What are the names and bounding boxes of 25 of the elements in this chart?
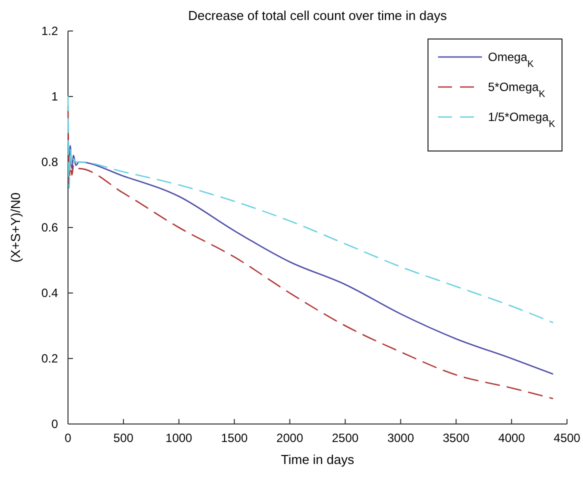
y-tick-label: 0.6	[41, 220, 58, 234]
x-tick-label: 2000	[276, 431, 304, 445]
legend-label: Omega$_{K}$	[488, 50, 534, 70]
x-tick-label: 4000	[498, 431, 526, 445]
y-tick-label: 0.2	[41, 352, 58, 366]
y-tick-label: 0.8	[41, 155, 58, 169]
x-tick-label: 0	[64, 431, 72, 445]
line-series	[68, 144, 554, 375]
x-tick-label: 1500	[220, 431, 248, 445]
x-tick-label: 500	[113, 431, 134, 445]
x-tick-label: 3500	[442, 431, 470, 445]
x-tick-label: 3000	[387, 431, 414, 445]
chart-title: Decrease of total cell count over time in days	[188, 8, 448, 23]
line-series	[67, 96, 554, 324]
legend-label: 5*Omega$_{K}$	[488, 80, 546, 100]
y-tick-label: 1.2	[41, 24, 58, 38]
x-tick-label: 4500	[554, 431, 581, 445]
legend-label: 1/5*Omega$_{K}$	[488, 110, 556, 130]
y-tick-label: 0	[51, 417, 58, 431]
y-tick-label: 1	[51, 90, 58, 104]
y-tick-label: 0.4	[41, 286, 58, 300]
x-tick-label: 2500	[332, 431, 359, 445]
x-axis-title: Time in days	[280, 452, 355, 467]
y-axis-title: (X+S+Y)/N0	[8, 192, 23, 263]
x-tick-label: 1000	[166, 431, 193, 445]
